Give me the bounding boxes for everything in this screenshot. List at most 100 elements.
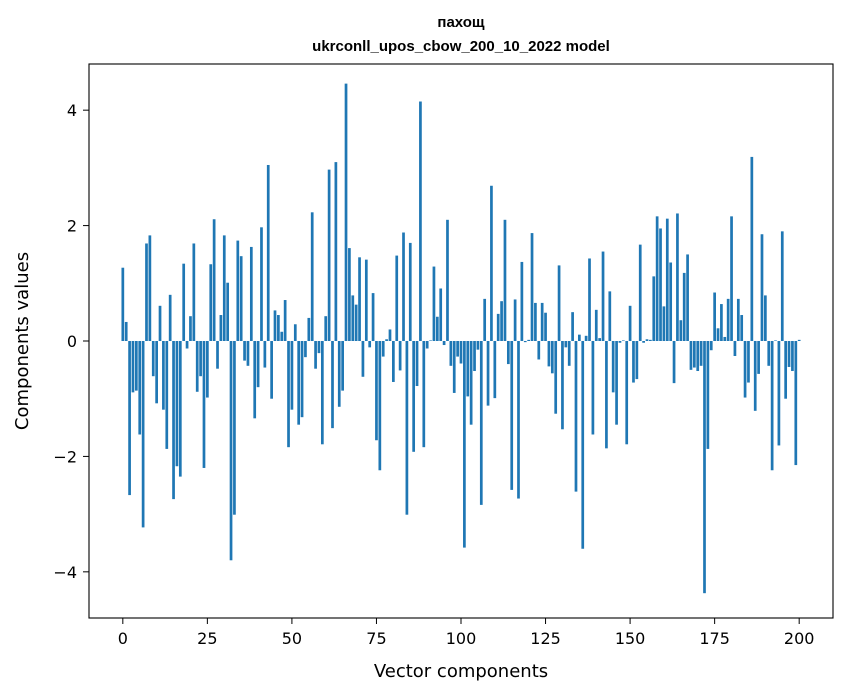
bar-121 (530, 233, 534, 341)
bar-122 (534, 302, 537, 341)
bar-38 (249, 246, 253, 341)
bar-112 (500, 301, 503, 341)
bar-169 (692, 341, 696, 368)
bar-196 (784, 341, 788, 399)
bar-78 (385, 339, 388, 341)
bar-6 (141, 341, 145, 528)
bar-56 (310, 212, 314, 341)
bar-84 (405, 341, 409, 515)
bar-186 (750, 156, 754, 341)
bar-4 (134, 341, 138, 391)
bar-73 (368, 341, 372, 348)
bar-177 (720, 304, 723, 341)
bar-124 (540, 302, 544, 341)
bar-19 (185, 341, 189, 349)
bar-180 (730, 216, 733, 341)
bar-184 (743, 341, 747, 398)
bar-70 (358, 257, 361, 341)
x-tick-label-25: 25 (197, 629, 217, 648)
bar-57 (314, 341, 317, 369)
bar-174 (709, 341, 713, 351)
bar-51 (293, 324, 297, 341)
bar-136 (581, 341, 585, 549)
x-axis-ticks: 0 25 50 75 100 125 150 175 200 (118, 618, 815, 648)
bar-5 (138, 341, 142, 435)
bar-36 (243, 341, 246, 361)
bar-114 (506, 341, 510, 365)
bar-106 (479, 341, 483, 505)
bar-76 (378, 341, 382, 471)
bar-25 (206, 341, 209, 398)
bar-7 (145, 243, 148, 341)
bar-88 (419, 101, 422, 341)
bar-94 (439, 288, 443, 341)
bar-58 (317, 341, 321, 354)
bar-149 (625, 341, 629, 445)
bar-13 (165, 341, 169, 449)
bar-27 (212, 219, 216, 341)
bar-79 (388, 329, 392, 341)
bar-45 (273, 310, 277, 341)
bar-175 (713, 292, 716, 341)
bar-87 (415, 341, 419, 387)
bar-15 (172, 341, 175, 500)
bar-29 (219, 315, 223, 341)
bar-11 (158, 305, 162, 341)
bar-10 (155, 341, 158, 404)
bar-142 (601, 251, 605, 341)
bar-156 (649, 339, 652, 341)
bar-37 (246, 341, 250, 366)
bar-113 (503, 219, 507, 341)
bar-178 (723, 336, 727, 341)
bar-18 (182, 263, 186, 341)
bar-198 (791, 341, 794, 372)
bar-176 (716, 328, 720, 341)
bar-100 (459, 341, 463, 364)
bar-68 (351, 295, 355, 341)
bar-116 (513, 299, 517, 341)
bar-137 (584, 335, 588, 341)
bar-61 (327, 169, 331, 341)
x-tick-label-150: 150 (615, 629, 646, 648)
x-tick-label-200: 200 (784, 629, 815, 648)
bar-77 (381, 341, 385, 357)
chart-title-line-2: ukrconll_upos_cbow_200_10_2022 model (312, 38, 610, 55)
bar-59 (320, 341, 324, 445)
y-tick-label--2: −2 (53, 447, 77, 466)
bar-158 (655, 216, 659, 341)
bar-163 (672, 341, 676, 384)
y-axis-label: Components values (12, 252, 33, 430)
bar-193 (774, 340, 777, 341)
bar-140 (594, 309, 598, 341)
bar-120 (527, 339, 530, 341)
bar-3 (131, 341, 135, 393)
x-tick-label-175: 175 (699, 629, 730, 648)
bar-34 (236, 240, 240, 341)
bar-189 (760, 234, 764, 341)
bar-179 (726, 298, 730, 341)
bar-195 (780, 231, 784, 341)
bar-144 (608, 291, 612, 341)
bar-160 (662, 306, 666, 342)
bar-115 (510, 341, 514, 490)
bar-39 (253, 341, 257, 419)
bar-170 (696, 341, 700, 372)
bar-146 (615, 341, 618, 425)
bar-1 (124, 321, 128, 341)
bar-143 (605, 341, 608, 449)
x-tick-label-50: 50 (282, 629, 302, 648)
bar-172 (703, 341, 706, 594)
bar-41 (260, 227, 263, 341)
bar-110 (493, 341, 497, 399)
bar-92 (432, 266, 436, 341)
bar-151 (632, 341, 635, 383)
bar-152 (635, 341, 639, 380)
bar-48 (283, 300, 287, 341)
bar-96 (446, 219, 449, 341)
bar-173 (706, 341, 710, 449)
bar-118 (520, 261, 524, 341)
bar-71 (361, 341, 365, 377)
x-tick-label-100: 100 (446, 629, 477, 648)
bar-123 (537, 341, 541, 360)
bar-66 (344, 83, 348, 342)
